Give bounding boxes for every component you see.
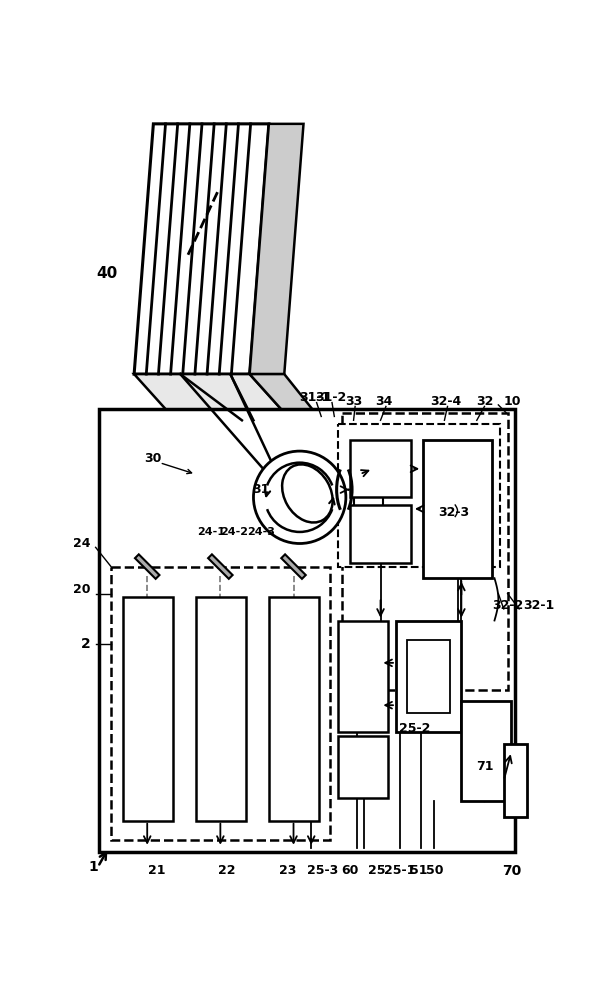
Text: 60: 60 xyxy=(341,864,358,877)
Text: 23: 23 xyxy=(280,864,297,877)
Text: 33: 33 xyxy=(345,395,362,408)
Polygon shape xyxy=(134,124,269,374)
Text: 32-1: 32-1 xyxy=(523,599,554,612)
Bar xyxy=(504,744,527,817)
Bar xyxy=(461,701,512,801)
Text: 34: 34 xyxy=(376,395,393,408)
Bar xyxy=(338,424,500,567)
Text: 71: 71 xyxy=(476,760,493,773)
Text: 2: 2 xyxy=(80,637,90,651)
Text: 10: 10 xyxy=(504,395,521,408)
Text: 32-2: 32-2 xyxy=(492,599,523,612)
Bar xyxy=(338,620,388,732)
Bar xyxy=(111,567,331,840)
Bar xyxy=(269,597,319,821)
Bar xyxy=(338,736,388,798)
Bar xyxy=(342,413,507,690)
Bar xyxy=(123,597,173,821)
Text: 1: 1 xyxy=(88,860,98,874)
Text: 24-2: 24-2 xyxy=(220,527,248,537)
Bar xyxy=(423,440,492,578)
Text: 32: 32 xyxy=(476,395,493,408)
Bar xyxy=(196,597,246,821)
Bar xyxy=(99,409,515,852)
Text: 51: 51 xyxy=(410,864,428,877)
Text: 70: 70 xyxy=(502,864,521,878)
Text: 32-4: 32-4 xyxy=(430,395,462,408)
Text: 24: 24 xyxy=(72,537,90,550)
Circle shape xyxy=(253,451,346,544)
Text: 24-1: 24-1 xyxy=(197,527,225,537)
Polygon shape xyxy=(135,554,159,579)
Text: 25: 25 xyxy=(368,864,385,877)
Polygon shape xyxy=(250,124,304,374)
Text: 21: 21 xyxy=(149,864,166,877)
Polygon shape xyxy=(134,374,285,413)
Text: 25-2: 25-2 xyxy=(400,722,431,735)
Text: 31-2: 31-2 xyxy=(315,391,346,404)
Text: 31: 31 xyxy=(253,483,270,496)
Bar xyxy=(353,471,383,508)
Text: 24-3: 24-3 xyxy=(247,527,275,537)
Polygon shape xyxy=(250,374,315,413)
Text: 40: 40 xyxy=(96,266,118,282)
Polygon shape xyxy=(282,554,305,579)
Bar xyxy=(350,505,412,563)
Text: 32-3: 32-3 xyxy=(438,506,469,519)
Text: 31-1: 31-1 xyxy=(300,391,331,404)
Text: 25-3: 25-3 xyxy=(307,864,338,877)
Text: 22: 22 xyxy=(218,864,235,877)
Bar xyxy=(407,640,450,713)
Text: 25-1: 25-1 xyxy=(384,864,416,877)
Text: 20: 20 xyxy=(72,583,90,596)
Bar xyxy=(350,440,412,497)
Bar xyxy=(396,620,461,732)
Ellipse shape xyxy=(282,464,332,523)
Text: 50: 50 xyxy=(426,864,443,877)
Polygon shape xyxy=(208,554,232,579)
Text: 30: 30 xyxy=(145,452,162,465)
